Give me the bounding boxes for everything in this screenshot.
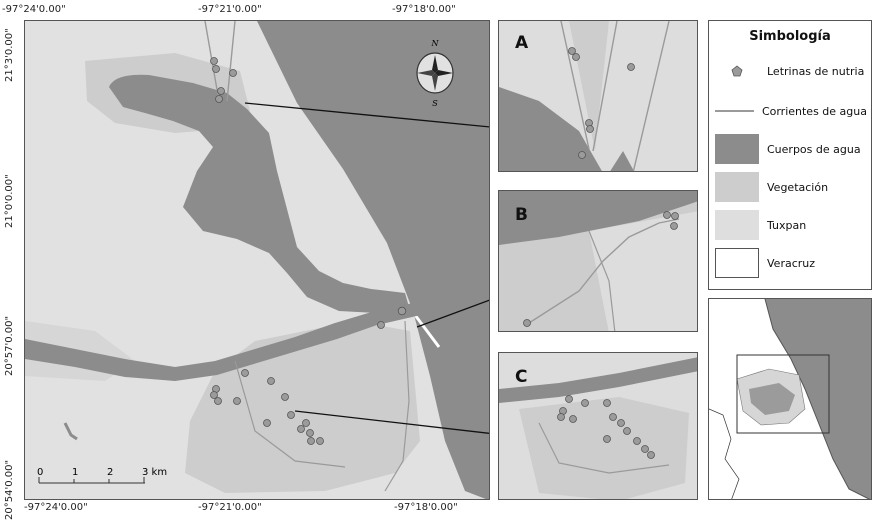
compass-rose: N S <box>413 39 457 109</box>
locator-map-svg <box>709 299 871 499</box>
legend-item-water-bodies: Cuerpos de agua <box>715 133 867 165</box>
tuxpan-swatch <box>715 210 759 240</box>
scale-bar-graphic <box>38 477 145 484</box>
main-map: N S 0 1 2 3 km <box>24 20 490 500</box>
inset-a-label: A <box>515 33 529 53</box>
left-lat-label-3: 20°57'0.00" <box>4 315 15 376</box>
top-lon-label-3: -97°18'0.00" <box>392 4 456 15</box>
scale-label-1: 1 <box>72 467 79 478</box>
left-lat-label-4: 20°54'0.00" <box>4 459 15 520</box>
legend-item-veracruz: Veracruz <box>715 247 867 279</box>
left-lat-label-2: 21°0'0.00" <box>4 174 15 228</box>
inset-c: C <box>498 352 698 500</box>
inset-a-map <box>499 21 697 171</box>
otter-latrine-markers <box>210 57 407 445</box>
scale-label-3: 3 km <box>142 467 168 478</box>
compass-south-label: S <box>432 99 438 108</box>
legend-label-streams: Corrientes de agua <box>761 104 867 118</box>
inset-c-label: C <box>515 367 528 387</box>
top-lon-label-1: -97°24'0.00" <box>2 4 66 15</box>
legend-title: Simbología <box>749 29 831 44</box>
inset-b-map <box>499 191 697 331</box>
legend-panel: Simbología Letrinas de nutria Corrientes… <box>708 20 872 290</box>
inset-b-label: B <box>515 205 528 225</box>
stream-line-icon <box>715 110 754 112</box>
locator-map <box>708 298 872 500</box>
compass-star-icon <box>416 52 454 94</box>
main-map-svg <box>25 21 489 499</box>
legend-item-streams: Corrientes de agua <box>715 101 867 121</box>
scale-label-2: 2 <box>107 467 114 478</box>
vegetation-swatch <box>715 172 759 202</box>
legend-label-latrines: Letrinas de nutria <box>767 64 865 78</box>
legend-item-latrines: Letrinas de nutria <box>715 61 867 81</box>
legend-label-water-bodies: Cuerpos de agua <box>767 142 861 156</box>
legend-label-vegetation: Vegetación <box>767 180 829 194</box>
legend-label-veracruz: Veracruz <box>767 256 816 270</box>
left-lat-label-1: 21°3'0.00" <box>4 28 15 82</box>
legend-item-tuxpan: Tuxpan <box>715 209 867 241</box>
water-bodies-swatch <box>715 134 759 164</box>
top-lon-label-2: -97°21'0.00" <box>198 4 262 15</box>
compass-north-label: N <box>431 39 439 48</box>
pentagon-marker-icon <box>715 65 759 77</box>
inset-b: B <box>498 190 698 332</box>
bottom-lon-label-2: -97°21'0.00" <box>198 502 262 513</box>
scale-label-0: 0 <box>37 467 44 478</box>
legend-label-tuxpan: Tuxpan <box>767 218 807 232</box>
inset-a: A <box>498 20 698 172</box>
bottom-lon-label-1: -97°24'0.00" <box>24 502 88 513</box>
legend-item-vegetation: Vegetación <box>715 171 867 203</box>
inset-c-map <box>499 353 697 499</box>
bottom-lon-label-3: -97°18'0.00" <box>394 502 458 513</box>
veracruz-swatch <box>715 248 759 278</box>
